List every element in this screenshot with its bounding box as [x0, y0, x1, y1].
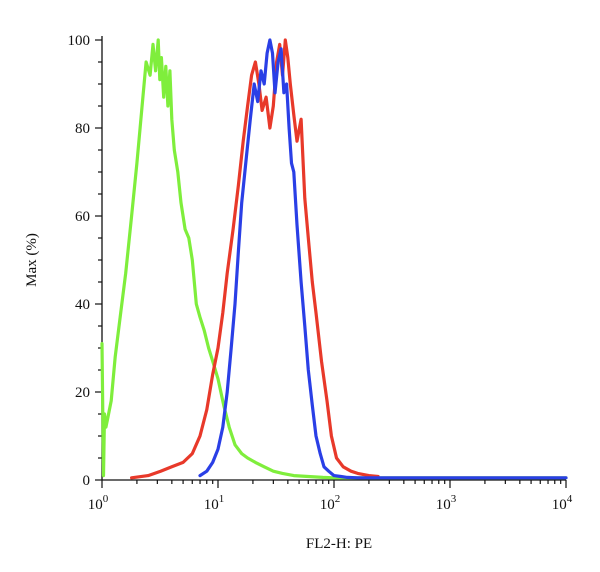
x-axis-title: FL2-H: PE — [306, 536, 372, 552]
y-tick-label: 100 — [68, 33, 91, 49]
series-lines — [100, 38, 568, 480]
x-tick-label: 102 — [320, 493, 341, 513]
plot-area: 0 20 40 60 80 100 100 101 102 103 104 — [68, 33, 573, 513]
x-tick-label: 103 — [436, 493, 457, 513]
y-axis-title: Max (%) — [24, 233, 40, 287]
series-line-3 — [198, 38, 568, 480]
x-tick-label: 104 — [552, 493, 573, 513]
y-tick-label: 40 — [75, 297, 90, 313]
y-tick-label: 80 — [75, 121, 90, 137]
x-tick-label: 100 — [88, 493, 109, 513]
series-line-2 — [130, 38, 380, 480]
tick-labels: 0 20 40 60 80 100 100 101 102 103 104 — [68, 33, 573, 513]
x-tick-label: 101 — [204, 493, 225, 513]
y-tick-label: 0 — [83, 473, 91, 489]
series-line-1 — [100, 38, 568, 480]
y-tick-label: 60 — [75, 209, 90, 225]
y-tick-label: 20 — [75, 385, 90, 401]
tick-marks — [95, 39, 567, 488]
